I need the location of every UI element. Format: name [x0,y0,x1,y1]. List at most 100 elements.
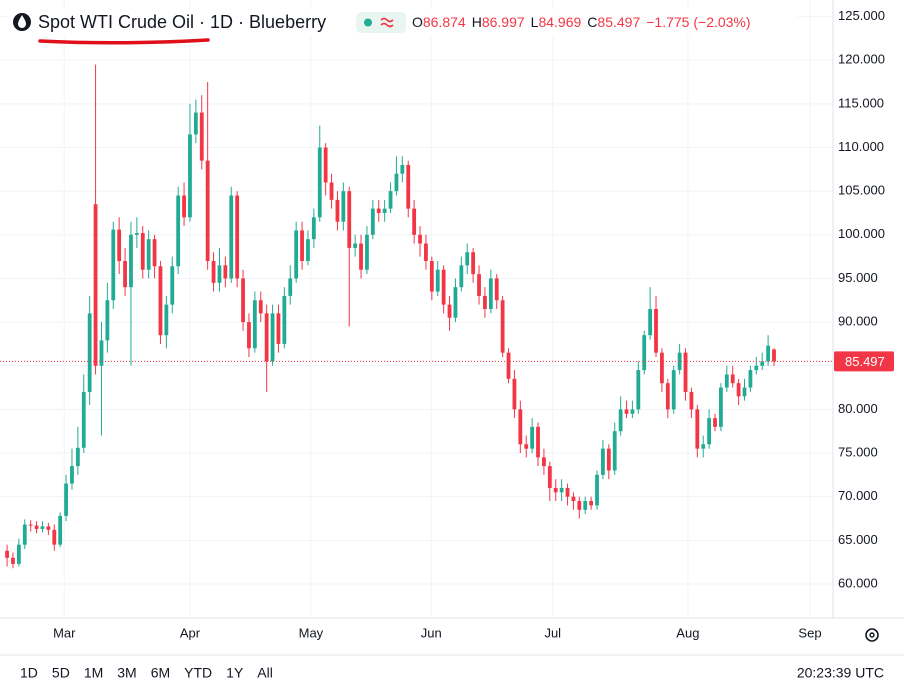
candle-body [241,278,245,323]
candle-body [671,370,676,410]
candle-body [565,487,570,497]
title-underline [38,38,210,45]
candle-body [500,300,505,353]
candle-body [270,313,275,362]
candle-body [730,374,735,384]
candle-body [595,474,599,506]
candle-body [182,195,186,218]
x-tick-label: Sep [798,625,821,640]
candle-body [323,147,328,183]
candle-body [211,260,216,283]
candle-body [75,447,80,467]
candle-body [11,557,15,564]
candle-body [612,431,617,471]
candle-body [488,278,493,309]
range-button[interactable]: 6M [151,665,170,680]
candle-body [199,112,204,161]
y-tick-label: 120.000 [838,52,885,67]
candle-body [536,426,540,458]
status-badge[interactable] [356,12,406,33]
candle-body [16,544,21,564]
y-tick-label: 75.000 [838,444,878,459]
candle-body [418,234,422,244]
candle-body [447,304,452,318]
candle-body [229,195,234,279]
y-tick-label: 100.000 [838,226,885,241]
legend-key: H [472,14,482,30]
candle-body [264,313,269,362]
settings-icon[interactable] [865,628,879,642]
candle-body [311,217,316,240]
candle-body [630,409,635,414]
candle-body [117,229,122,261]
candle-body [553,487,558,493]
candle-body [394,173,399,192]
candle-body [524,444,529,449]
range-button[interactable]: 5D [52,665,70,680]
candle-body [205,160,210,261]
candle-body [170,266,175,305]
candle-body [453,287,458,318]
x-tick-label: Apr [180,625,201,640]
candle-body [235,195,240,279]
y-tick-label: 105.000 [838,183,885,198]
x-tick-label: Jun [421,625,442,640]
candle-body [300,230,304,261]
candle-body [530,426,535,449]
y-tick-label: 90.000 [838,314,878,329]
legend-value: 84.969 [538,14,581,30]
legend-key: O [412,14,423,30]
candle-body [713,418,717,427]
y-tick-label: 95.000 [838,270,878,285]
candle-body [176,195,181,267]
candle-body [412,208,417,235]
candle-body [365,234,369,270]
candle-body [81,391,86,448]
candle-body [429,260,434,292]
range-button[interactable]: 1M [84,665,103,680]
candle-body [724,374,729,388]
candle-body [406,164,411,209]
candle-body [518,409,523,445]
candle-body [335,199,340,222]
axes: 60.00065.00070.00075.00080.00085.00090.0… [53,8,894,640]
grid [0,0,833,618]
candle-body [471,252,476,275]
candle-body [22,524,27,545]
candle-body [589,501,594,506]
range-button[interactable]: 1D [20,665,38,680]
candle-body [105,300,110,341]
market-open-dot [364,18,372,27]
range-button[interactable]: YTD [184,665,212,680]
candle-body [542,457,546,467]
candle-body [282,295,287,344]
candle-body [766,345,771,362]
range-button[interactable]: 1Y [226,665,244,680]
candle-body [441,269,446,305]
candle-body [111,229,116,301]
range-button[interactable]: 3M [117,665,136,680]
candle-body [140,233,145,270]
delayed-icon [380,17,394,28]
candle-body [642,335,647,371]
candle-body [400,164,405,174]
candle-body [5,550,9,558]
y-tick-label: 110.000 [838,139,884,154]
candle-body [288,278,293,296]
candle-body [353,243,358,248]
y-tick-label: 80.000 [838,401,878,416]
candle-body [99,340,104,366]
candle-body [58,515,63,545]
x-tick-label: Aug [676,625,699,640]
candle-body [624,409,629,414]
candle-body [754,365,759,371]
candle-body [28,524,33,526]
candle-body [695,409,700,449]
candle-body [341,191,346,222]
candle-body [370,208,375,235]
candle-body [748,370,753,388]
candle-body [483,295,487,309]
range-button[interactable]: All [257,665,273,680]
